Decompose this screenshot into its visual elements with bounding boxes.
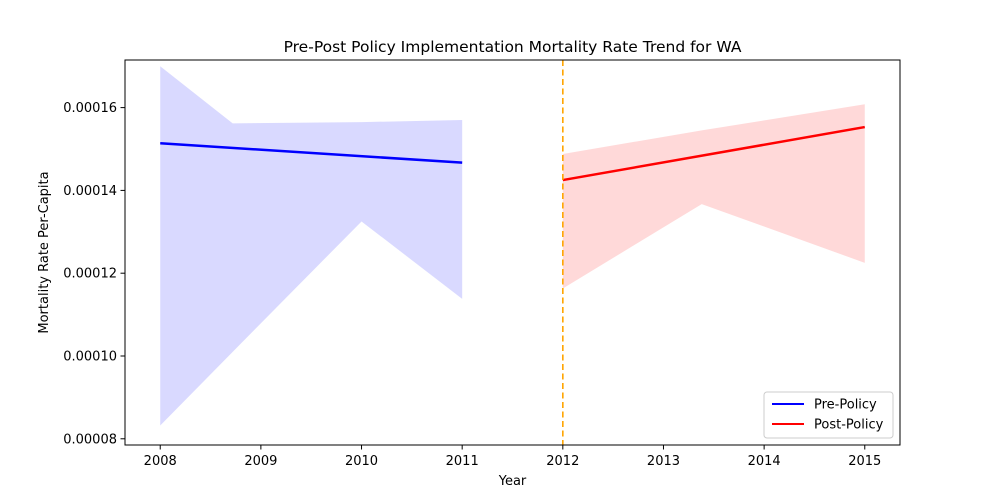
y-tick-label: 0.00014 [63, 184, 117, 199]
series-lines [160, 125, 865, 182]
post-policy-legend-label: Post-Policy [814, 418, 884, 433]
plot-area-frame [124, 59, 901, 446]
y-axis-title: Mortality Rate Per-Capita [37, 171, 52, 333]
pre-policy-legend-label: Pre-Policy [814, 398, 877, 413]
y-tick-label: 0.00008 [63, 432, 117, 447]
pre-policy-confidence-band [160, 66, 463, 426]
chart-title: Pre-Post Policy Implementation Mortality… [284, 38, 742, 56]
post-policy-trend-line [562, 125, 865, 182]
x-tick-label: 2015 [848, 454, 881, 469]
x-tick-label: 2014 [748, 454, 781, 469]
y-tick-label: 0.00010 [63, 349, 117, 364]
x-tick-label: 2011 [446, 454, 479, 469]
x-tick-label: 2009 [244, 454, 277, 469]
y-tick-label: 0.00012 [63, 267, 117, 282]
x-tick-label: 2008 [144, 454, 177, 469]
x-tick-label: 2010 [345, 454, 378, 469]
x-axis-title: Year [498, 474, 527, 489]
post-policy-confidence-band [562, 104, 865, 289]
x-axis-ticks: 2008 2009 2010 2011 2012 2013 2014 2015 [144, 445, 881, 469]
legend: Pre-Policy Post-Policy [763, 391, 894, 439]
x-tick-label: 2012 [546, 454, 579, 469]
x-tick-label: 2013 [647, 454, 680, 469]
y-axis-ticks: 0.00008 0.00010 0.00012 0.00014 0.00016 [63, 101, 125, 447]
confidence-bands [160, 66, 865, 426]
pre-policy-trend-line [160, 141, 463, 164]
y-tick-label: 0.00016 [63, 101, 117, 116]
